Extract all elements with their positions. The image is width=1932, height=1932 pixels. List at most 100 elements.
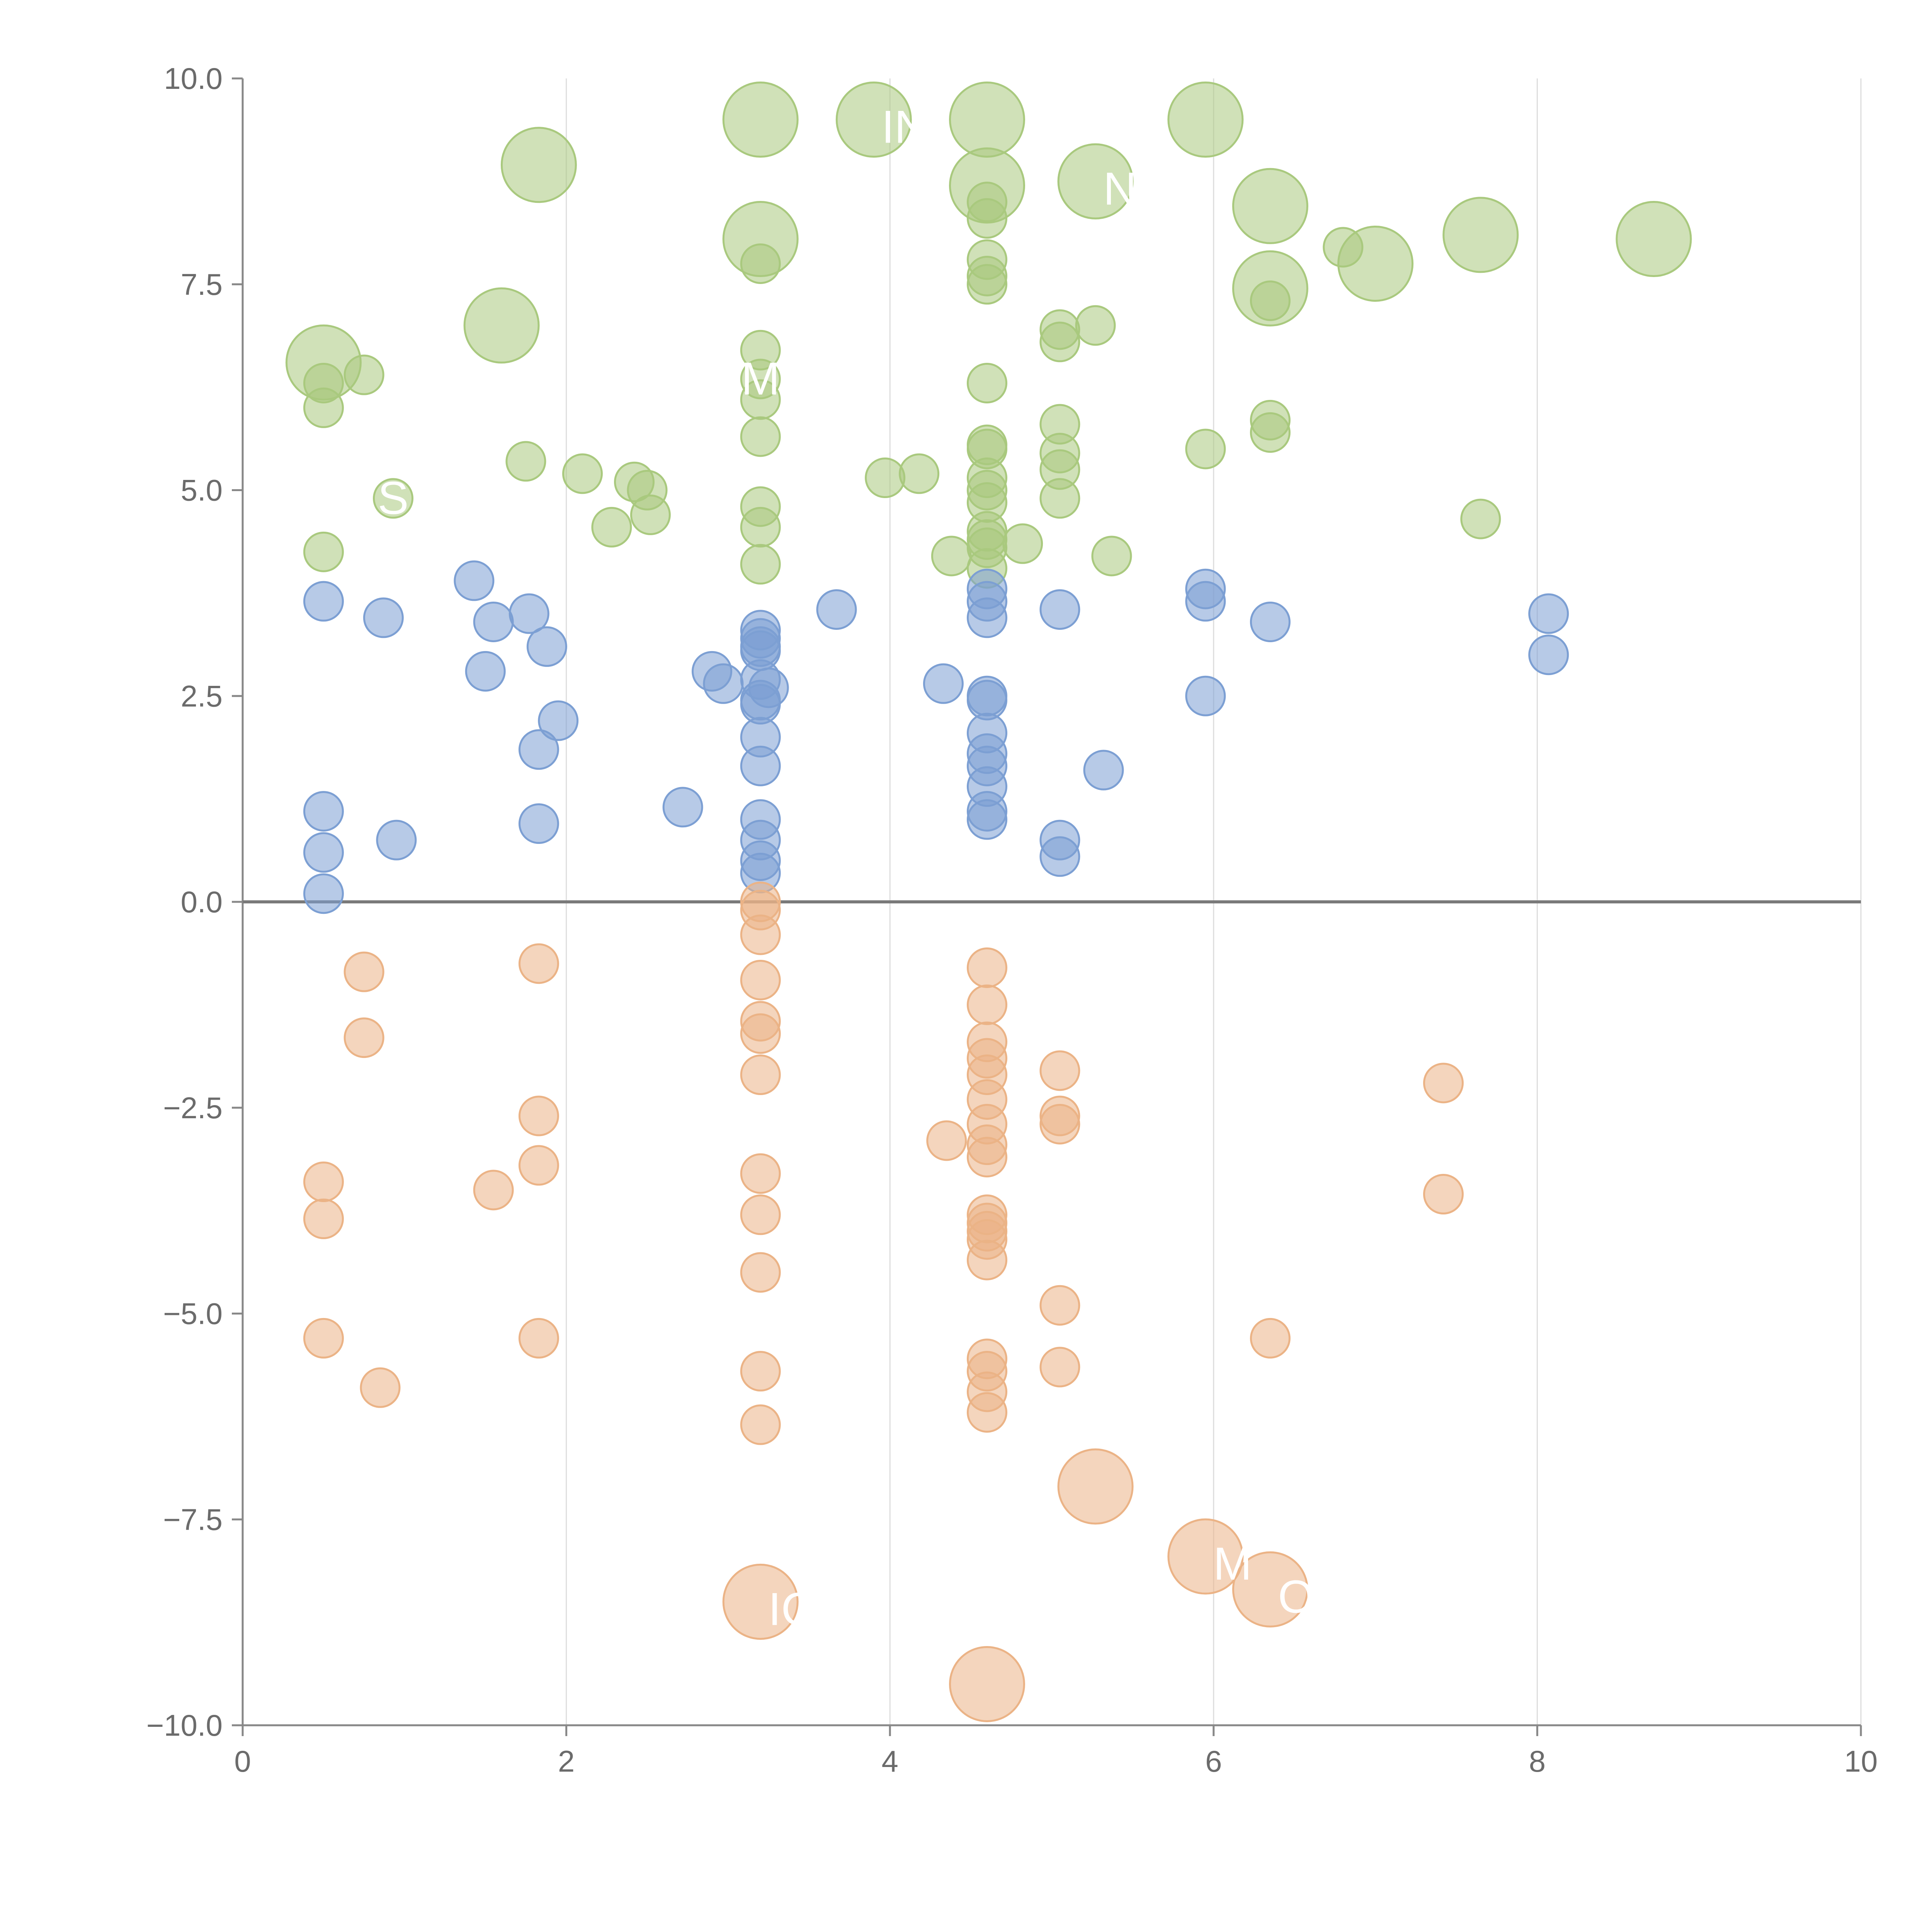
data-point-low bbox=[926, 1120, 967, 1161]
data-point-low bbox=[1423, 1063, 1464, 1104]
data-point-high bbox=[344, 354, 384, 395]
data-point-middle bbox=[303, 791, 344, 832]
data-point-high bbox=[303, 531, 344, 572]
y-tick-label: −5.0 bbox=[163, 1297, 223, 1331]
y-tick-label: 2.5 bbox=[181, 679, 223, 713]
data-point-low bbox=[1423, 1174, 1464, 1215]
data-point-high bbox=[740, 507, 781, 548]
data-point-high bbox=[740, 544, 781, 585]
point-label: NE bbox=[1103, 163, 1168, 214]
data-point-low bbox=[966, 1392, 1007, 1433]
data-point-low bbox=[949, 1646, 1025, 1722]
data-point-low bbox=[966, 947, 1007, 988]
data-point-low bbox=[1039, 1050, 1080, 1091]
data-point-middle bbox=[740, 745, 781, 786]
data-point-high bbox=[1075, 305, 1116, 346]
y-tick-label: −10.0 bbox=[146, 1708, 223, 1742]
data-point-high bbox=[372, 478, 413, 519]
data-point-low bbox=[344, 1017, 384, 1058]
data-point-middle bbox=[303, 581, 344, 622]
y-tick-label: −2.5 bbox=[163, 1091, 223, 1125]
data-point-middle bbox=[538, 700, 579, 741]
data-point-middle bbox=[966, 597, 1007, 638]
data-point-high bbox=[899, 453, 940, 494]
data-point-high bbox=[1057, 143, 1134, 219]
data-point-middle bbox=[363, 597, 404, 638]
data-point-middle bbox=[303, 832, 344, 873]
data-point-high bbox=[722, 82, 799, 158]
data-point-middle bbox=[1528, 634, 1569, 675]
data-point-low bbox=[360, 1367, 401, 1408]
x-tick-label: 2 bbox=[558, 1744, 575, 1778]
data-point-high bbox=[1039, 321, 1080, 362]
data-point-high bbox=[966, 264, 1007, 305]
data-point-low bbox=[1250, 1318, 1291, 1359]
data-point-high bbox=[1250, 280, 1291, 321]
x-tick-label: 0 bbox=[234, 1744, 251, 1778]
point-label: M bbox=[1213, 1538, 1252, 1590]
data-point-high bbox=[740, 359, 781, 400]
data-point-middle bbox=[303, 873, 344, 914]
data-point-high bbox=[1250, 412, 1291, 453]
data-point-high bbox=[1039, 478, 1080, 519]
data-point-low bbox=[966, 984, 1007, 1025]
data-point-low bbox=[966, 1240, 1007, 1281]
data-point-middle bbox=[816, 589, 857, 630]
data-point-low bbox=[344, 951, 384, 992]
x-tick-label: 8 bbox=[1529, 1744, 1546, 1778]
data-point-high bbox=[1460, 498, 1501, 539]
point-label: IC bbox=[768, 1583, 815, 1635]
data-point-low bbox=[740, 1153, 781, 1194]
data-point-low bbox=[740, 959, 781, 1000]
data-point-high bbox=[865, 457, 906, 498]
data-point-high bbox=[1091, 536, 1132, 577]
data-point-high bbox=[1002, 523, 1043, 564]
data-point-high bbox=[591, 507, 632, 548]
data-point-high bbox=[1232, 168, 1308, 244]
data-point-low bbox=[1039, 1104, 1080, 1145]
data-point-low bbox=[966, 1137, 1007, 1178]
data-point-middle bbox=[473, 601, 514, 642]
data-point-middle bbox=[526, 626, 567, 667]
data-point-high bbox=[303, 387, 344, 428]
data-point-low bbox=[1039, 1285, 1080, 1326]
data-point-middle bbox=[703, 663, 744, 704]
data-point-low bbox=[740, 1013, 781, 1054]
data-point-low bbox=[740, 1194, 781, 1235]
data-point-low bbox=[740, 1252, 781, 1293]
data-point-middle bbox=[1185, 675, 1226, 716]
x-tick-label: 6 bbox=[1205, 1744, 1222, 1778]
data-point-middle bbox=[509, 593, 549, 634]
data-point-low bbox=[740, 914, 781, 955]
y-tick-label: 10.0 bbox=[164, 61, 223, 95]
data-point-high bbox=[500, 127, 577, 203]
data-point-middle bbox=[1250, 601, 1291, 642]
data-point-high bbox=[1442, 197, 1519, 273]
data-point-middle bbox=[1083, 750, 1124, 791]
data-point-high bbox=[463, 287, 540, 364]
data-point-high bbox=[740, 243, 781, 284]
data-point-middle bbox=[966, 799, 1007, 840]
data-point-middle bbox=[1528, 593, 1569, 634]
data-point-low bbox=[740, 1404, 781, 1445]
data-point-middle bbox=[1039, 836, 1080, 877]
data-point-high bbox=[630, 494, 671, 535]
data-point-high bbox=[966, 362, 1007, 403]
data-point-middle bbox=[923, 663, 964, 704]
y-tick-label: −7.5 bbox=[163, 1502, 223, 1536]
point-label: M bbox=[741, 353, 780, 405]
data-point-middle bbox=[1185, 581, 1226, 622]
data-points bbox=[285, 82, 1692, 1722]
ticks: 0 2 4 6 8 10 10.0 7.5 5.0 2.5 0.0 −2.5 −5.0 −7.5 −10.0 bbox=[146, 61, 1878, 1778]
data-point-middle bbox=[518, 729, 559, 770]
x-tick-label: 4 bbox=[882, 1744, 898, 1778]
data-point-low bbox=[303, 1318, 344, 1359]
data-point-low bbox=[473, 1170, 514, 1211]
data-point-low bbox=[518, 943, 559, 984]
y-tick-label: 0.0 bbox=[181, 885, 223, 919]
data-point-high bbox=[1185, 429, 1226, 469]
data-point-high bbox=[835, 82, 912, 158]
x-tick-label: 10 bbox=[1844, 1744, 1878, 1778]
